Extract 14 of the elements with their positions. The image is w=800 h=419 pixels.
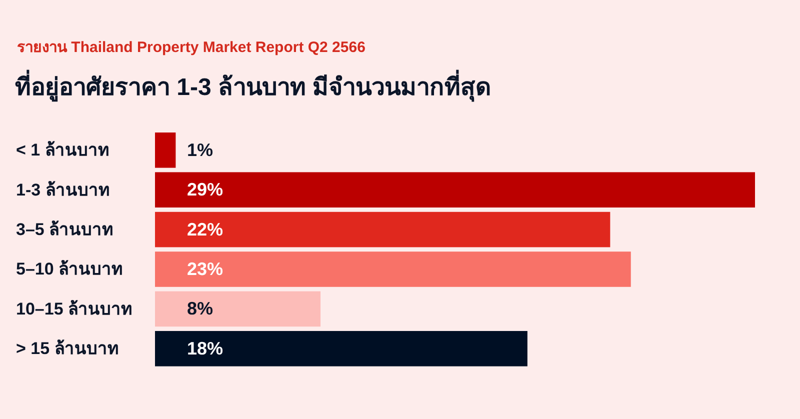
category-label: 3–5 ล้านบาท [16, 220, 114, 240]
category-label: > 15 ล้านบาท [16, 339, 118, 358]
value-label: 23% [187, 259, 224, 279]
value-label: 18% [187, 338, 224, 358]
category-label: 5–10 ล้านบาท [16, 260, 123, 279]
subtitle: รายงาน Thailand Property Market Report Q2 2566 [16, 38, 366, 58]
value-label: 22% [187, 219, 224, 240]
category-label: < 1 ล้านบาท [16, 140, 109, 160]
category-label: 10–15 ล้านบาท [16, 299, 132, 318]
title: ที่อยู่อาศัยราคา 1-3 ล้านบาท มีจำนวนมากที่สุด [13, 67, 494, 109]
value-label: 8% [187, 298, 214, 319]
value-label: 29% [187, 180, 224, 200]
category-label: 1-3 ล้านบาท [16, 180, 110, 200]
value-label: 1% [187, 140, 214, 160]
